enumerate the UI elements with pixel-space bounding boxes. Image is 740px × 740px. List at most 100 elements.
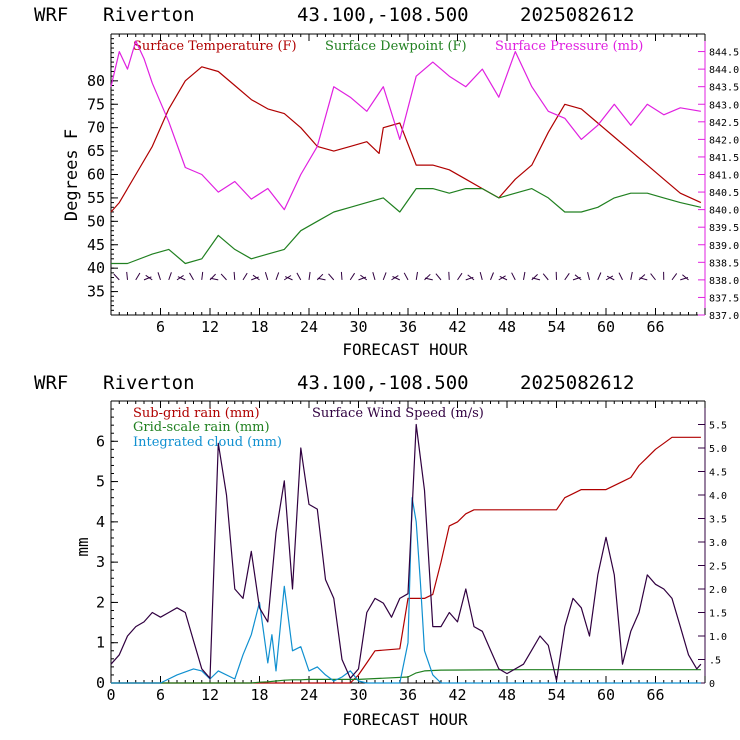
p2-ytick-label: 3 xyxy=(96,553,105,571)
wind-barb xyxy=(467,274,475,281)
legend-wind: Surface Wind Speed (m/s) xyxy=(312,406,484,421)
p2-xtick-label: 12 xyxy=(201,686,219,704)
p2-xtick-label: 6 xyxy=(156,686,165,704)
wind-barb xyxy=(358,276,367,281)
wind-barb xyxy=(639,277,648,281)
p2-y2tick-label: 2.0 xyxy=(709,585,727,596)
p1-y2tick-label: 844.5 xyxy=(709,48,739,59)
p2-xtick-label: 30 xyxy=(349,686,367,704)
p1-xtick-label: 30 xyxy=(349,318,367,336)
wind-barb xyxy=(296,272,302,281)
wind-barb xyxy=(340,271,343,280)
wind-barb xyxy=(168,272,172,281)
p2-y2tick-label: 3.0 xyxy=(709,538,727,549)
p1-y2tick-label: 840.5 xyxy=(709,188,739,199)
p2-series-cloud-line xyxy=(111,497,701,684)
wind-barb xyxy=(403,272,409,281)
p2-y2tick-label: 1.0 xyxy=(709,632,727,643)
wind-barb xyxy=(189,272,194,281)
p1-y2tick-label: 840.0 xyxy=(709,206,739,217)
wind-barb xyxy=(135,272,141,281)
p1-xtick-label: 54 xyxy=(547,318,565,336)
p2-xtick-label: 48 xyxy=(498,686,516,704)
wind-barb xyxy=(424,277,433,281)
p2-y2tick-label: 5.5 xyxy=(709,421,727,432)
p1-ytick-label: 60 xyxy=(87,166,105,184)
wind-barb xyxy=(145,274,153,281)
p1-ytick-label: 55 xyxy=(87,189,105,207)
p1-y2tick-label: 839.5 xyxy=(709,223,739,234)
legend-gridscale: Grid-scale rain (mm) xyxy=(133,420,270,435)
p1-xtick-label: 48 xyxy=(498,318,516,336)
p2-ytick-label: 1 xyxy=(96,634,105,652)
p1-y2tick-label: 838.5 xyxy=(709,258,739,269)
wind-barb xyxy=(490,272,494,281)
p2-xtick-label: 54 xyxy=(547,686,565,704)
p2-y2tick-label: 4.0 xyxy=(709,491,727,502)
p1-ytick-label: 40 xyxy=(87,259,105,277)
wind-barb xyxy=(531,274,538,281)
wind-barb xyxy=(143,276,152,281)
p1-y2tick-label: 842.0 xyxy=(709,135,739,146)
wind-barb xyxy=(650,273,656,281)
wind-barb xyxy=(317,277,326,281)
header-station: Riverton xyxy=(103,4,195,26)
wind-barb xyxy=(457,272,463,281)
header-run: 2025082612 xyxy=(520,4,634,26)
panel2-xlabel: FORECAST HOUR xyxy=(342,710,468,729)
wind-barb xyxy=(328,273,335,281)
wind-barb xyxy=(479,271,483,281)
wind-barb xyxy=(638,274,646,281)
p2-y2tick-label: 3.5 xyxy=(709,515,727,526)
wind-barb xyxy=(618,272,623,281)
p1-y2tick-label: 837.5 xyxy=(709,293,739,304)
legend-subgrid: Sub-grid rain (mm) xyxy=(133,406,260,421)
p1-y2tick-label: 843.5 xyxy=(709,83,739,94)
panel1-ylabel: Degrees F xyxy=(62,129,82,221)
p1-y2tick-label: 843.0 xyxy=(709,100,739,111)
p1-ytick-label: 80 xyxy=(87,72,105,90)
wind-barb xyxy=(424,273,431,281)
wind-barb xyxy=(564,273,570,281)
header-model: WRF xyxy=(34,4,68,26)
p1-series-pres-line xyxy=(110,40,702,211)
wind-barb xyxy=(251,276,259,281)
p2-xtick-label: 0 xyxy=(106,686,115,704)
p2-y2tick-label: .5 xyxy=(709,656,721,667)
legend-dew: Surface Dewpoint (F) xyxy=(325,39,467,54)
wind-barb xyxy=(308,271,311,280)
wind-barb xyxy=(671,273,678,281)
header2-model: WRF xyxy=(34,372,68,394)
legend-cloud: Integrated cloud (mm) xyxy=(133,435,282,450)
p1-series-temp-line xyxy=(110,66,702,213)
wind-barb xyxy=(511,272,516,281)
p1-xtick-label: 66 xyxy=(646,318,664,336)
p1-ytick-label: 45 xyxy=(87,236,105,254)
p1-xtick-label: 60 xyxy=(597,318,615,336)
wind-barb xyxy=(630,271,633,280)
p2-xtick-label: 18 xyxy=(250,686,268,704)
wind-barb xyxy=(252,274,260,281)
p1-y2tick-label: 841.0 xyxy=(709,171,739,182)
wind-barb xyxy=(264,272,269,281)
wind-barb xyxy=(682,274,689,281)
p1-ytick-label: 70 xyxy=(87,119,105,137)
p2-xtick-label: 66 xyxy=(646,686,664,704)
header2-station: Riverton xyxy=(103,372,195,394)
p2-ytick-label: 2 xyxy=(96,593,105,611)
p2-series-wind-line xyxy=(110,423,702,682)
p1-series-dew-line xyxy=(111,188,702,265)
wind-barb xyxy=(177,276,186,281)
p1-y2tick-label: 837.0 xyxy=(709,311,739,322)
p2-y2tick-label: 2.5 xyxy=(709,562,727,573)
legend-pres: Surface Pressure (mb) xyxy=(495,39,643,54)
p2-y2tick-label: 0 xyxy=(709,679,715,690)
p1-ytick-label: 35 xyxy=(87,283,105,301)
wind-barb xyxy=(233,271,236,280)
p2-ytick-label: 5 xyxy=(96,473,105,491)
header2-coords: 43.100,-108.500 xyxy=(297,372,469,394)
wind-barb xyxy=(113,273,120,281)
p2-xtick-label: 60 xyxy=(597,686,615,704)
p1-y2tick-label: 838.0 xyxy=(709,276,739,287)
p1-xtick-label: 42 xyxy=(448,318,466,336)
